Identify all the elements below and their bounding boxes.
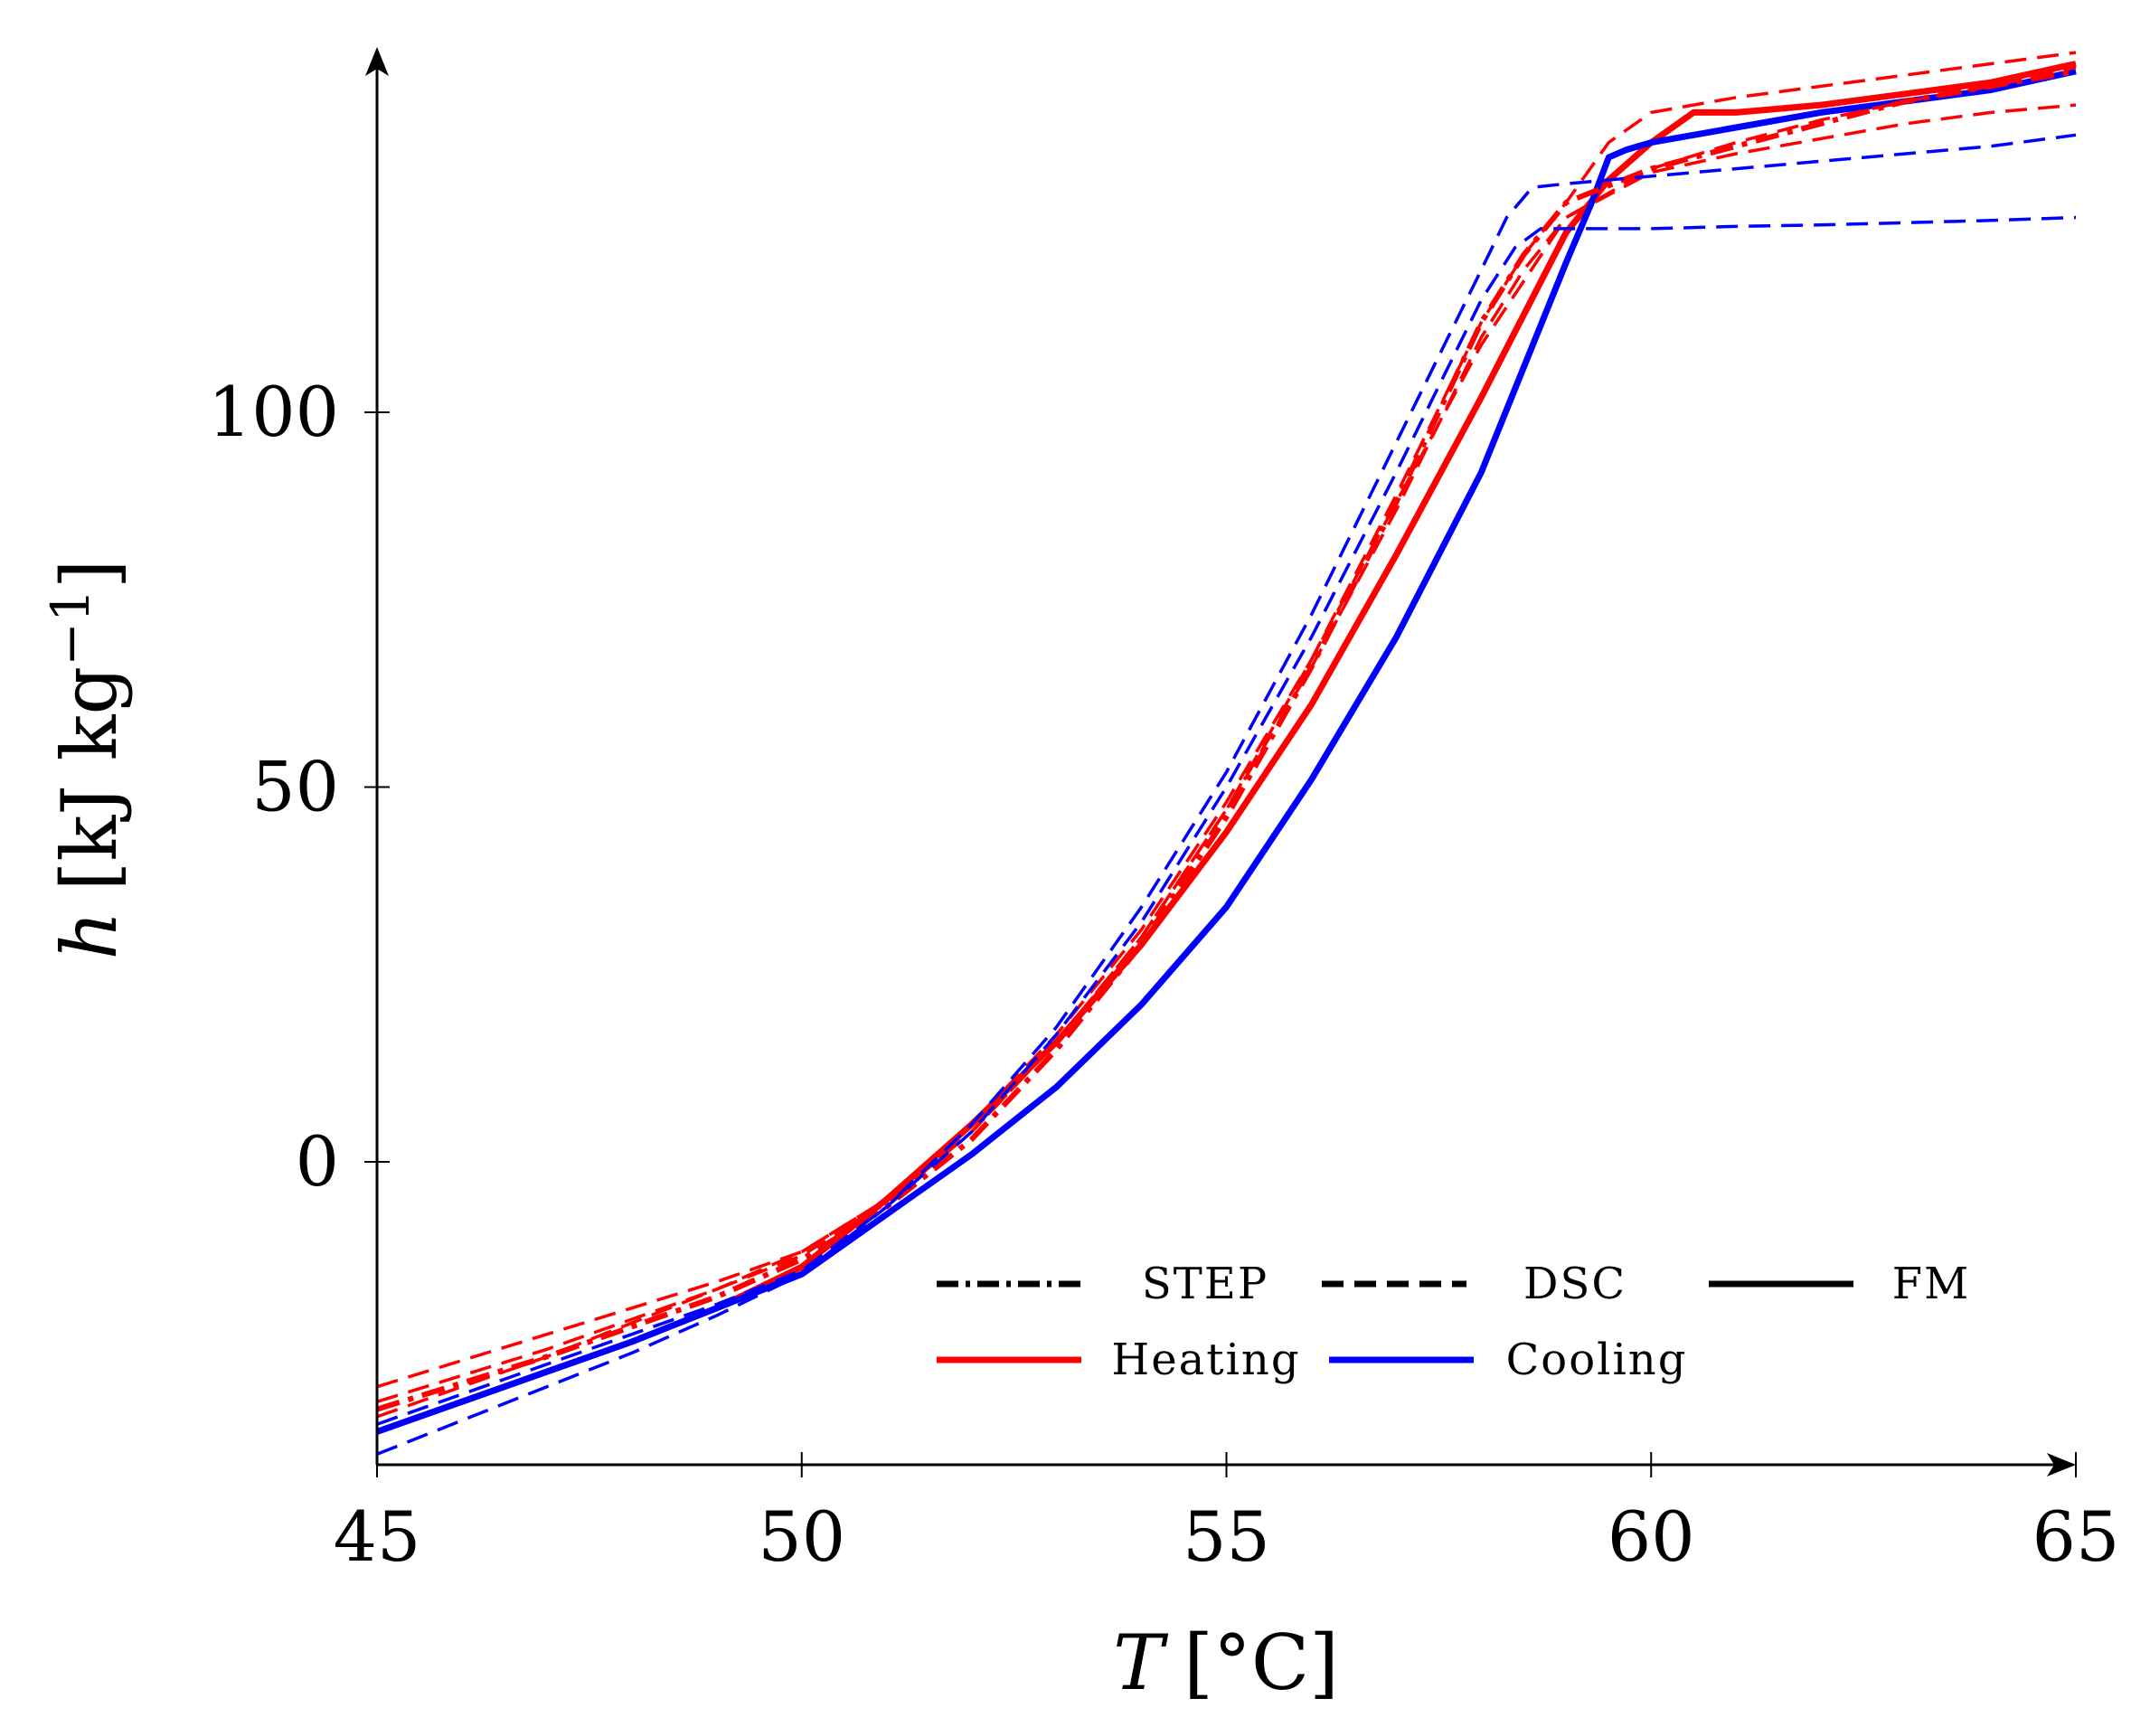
y-axis-title: h [kJ kg−1]: [40, 559, 134, 959]
x-axis-title: T [°C]: [1113, 1618, 1339, 1707]
y-tick-label-50: 50: [251, 747, 339, 827]
y-axis-exponent: −1: [40, 589, 101, 666]
y-axis-arrow: [365, 47, 389, 76]
y-tick-label-0: 0: [296, 1121, 339, 1202]
x-tick-label-50: 50: [758, 1496, 845, 1577]
x-ticks: 45 50 55 60 65: [334, 1452, 2120, 1577]
legend: STEP DSC FM Heating Cooling: [931, 1243, 1989, 1385]
x-tick-label-60: 60: [1608, 1496, 1695, 1577]
series-line-dsc-heating-4: [377, 103, 2077, 1419]
series-line-fm-cooling-1: [377, 68, 2077, 1435]
series-line-step-heating-2: [377, 68, 2077, 1412]
series-line-dsc-cooling-6: [377, 133, 2077, 1456]
x-axis-arrow: [2047, 1453, 2076, 1477]
legend-label-cooling: Cooling: [1506, 1335, 1688, 1385]
y-ticks: 0 50 100: [208, 372, 390, 1202]
y-tick-label-100: 100: [208, 372, 339, 452]
y-axis-close: ]: [45, 559, 134, 589]
y-axis-symbol: h: [45, 910, 134, 959]
x-axis-unit: [°C]: [1183, 1618, 1339, 1707]
series-layer: [377, 51, 2077, 1456]
x-axis-symbol: T: [1113, 1618, 1169, 1707]
legend-label-dsc: DSC: [1523, 1259, 1627, 1309]
x-tick-label-55: 55: [1183, 1496, 1270, 1577]
series-line-dsc-heating-3: [377, 51, 2077, 1389]
legend-label-heating: Heating: [1111, 1335, 1300, 1385]
x-tick-label-65: 65: [2032, 1496, 2120, 1577]
x-tick-label-45: 45: [334, 1496, 421, 1577]
legend-label-step: STEP: [1142, 1259, 1268, 1309]
series-line-dsc-heating-5: [377, 65, 2077, 1403]
y-axis-unit: [kJ kg: [45, 666, 134, 892]
series-line-dsc-cooling-7: [377, 215, 2077, 1426]
legend-label-fm: FM: [1892, 1259, 1970, 1309]
series-line-fm-heating-0: [377, 61, 2077, 1435]
